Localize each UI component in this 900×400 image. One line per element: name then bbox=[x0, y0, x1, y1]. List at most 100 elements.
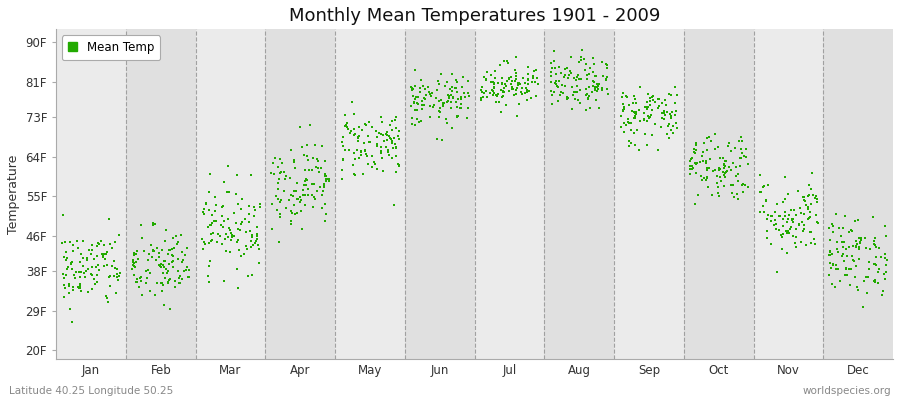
Point bbox=[443, 86, 457, 92]
Point bbox=[286, 193, 301, 199]
Point bbox=[299, 176, 313, 182]
Point bbox=[214, 241, 229, 247]
Point bbox=[592, 104, 607, 111]
Point bbox=[154, 261, 168, 268]
Point bbox=[431, 98, 446, 104]
Point bbox=[358, 122, 373, 128]
Point bbox=[374, 114, 389, 120]
Point bbox=[755, 184, 770, 191]
Point bbox=[823, 260, 837, 266]
Point bbox=[688, 150, 702, 156]
Point bbox=[574, 76, 589, 82]
Point bbox=[799, 242, 814, 248]
Point bbox=[757, 209, 771, 216]
Point bbox=[269, 193, 284, 199]
Point bbox=[284, 220, 299, 227]
Point bbox=[836, 225, 850, 231]
Point bbox=[158, 238, 173, 244]
Point bbox=[717, 162, 732, 168]
Point bbox=[616, 101, 631, 107]
Point bbox=[450, 104, 464, 110]
Point bbox=[387, 134, 401, 141]
Point bbox=[734, 154, 748, 161]
Point bbox=[157, 302, 171, 309]
Point bbox=[572, 59, 586, 65]
Point bbox=[780, 249, 795, 256]
Point bbox=[669, 120, 683, 127]
Point bbox=[786, 216, 800, 222]
Point bbox=[58, 239, 72, 245]
Point bbox=[252, 201, 266, 207]
Point bbox=[599, 62, 614, 68]
Point bbox=[166, 244, 181, 251]
Point bbox=[316, 188, 330, 194]
Point bbox=[507, 92, 521, 98]
Point bbox=[823, 249, 837, 255]
Point bbox=[85, 264, 99, 271]
Point bbox=[431, 114, 446, 120]
Point bbox=[159, 266, 174, 272]
Point bbox=[79, 255, 94, 262]
Point bbox=[804, 229, 818, 236]
Point bbox=[829, 262, 843, 268]
Point bbox=[788, 240, 802, 246]
Point bbox=[544, 72, 558, 79]
Point bbox=[294, 197, 309, 204]
Point bbox=[663, 126, 678, 133]
Point bbox=[515, 85, 529, 92]
Point bbox=[376, 138, 391, 144]
Bar bbox=[126, 29, 195, 359]
Point bbox=[220, 234, 235, 240]
Point bbox=[822, 224, 836, 231]
Point bbox=[293, 124, 308, 130]
Point bbox=[626, 115, 641, 122]
Point bbox=[409, 94, 423, 100]
Point bbox=[107, 273, 122, 280]
Point bbox=[500, 78, 514, 84]
Point bbox=[852, 235, 867, 242]
Point bbox=[505, 84, 519, 90]
Point bbox=[620, 94, 634, 100]
Point bbox=[146, 222, 160, 228]
Point bbox=[196, 211, 211, 218]
Point bbox=[524, 95, 538, 101]
Point bbox=[621, 143, 635, 150]
Point bbox=[795, 238, 809, 245]
Point bbox=[78, 268, 93, 275]
Point bbox=[67, 272, 81, 278]
Point bbox=[651, 146, 665, 153]
Point bbox=[845, 252, 859, 259]
Point bbox=[484, 87, 499, 93]
Point bbox=[302, 122, 317, 128]
Point bbox=[573, 54, 588, 60]
Point bbox=[66, 248, 80, 254]
Point bbox=[377, 137, 392, 144]
Point bbox=[716, 169, 730, 175]
Point bbox=[579, 92, 593, 98]
Point bbox=[809, 196, 824, 202]
Point bbox=[670, 92, 684, 98]
Point bbox=[639, 104, 653, 110]
Point bbox=[270, 164, 284, 170]
Point bbox=[525, 79, 539, 86]
Point bbox=[521, 80, 535, 87]
Point bbox=[698, 139, 712, 146]
Point bbox=[297, 182, 311, 188]
Point bbox=[230, 266, 245, 272]
Point bbox=[441, 92, 455, 98]
Point bbox=[555, 90, 570, 96]
Point bbox=[739, 154, 753, 160]
Point bbox=[90, 272, 104, 278]
Point bbox=[271, 196, 285, 202]
Point bbox=[588, 87, 602, 94]
Point bbox=[217, 179, 231, 186]
Point bbox=[130, 251, 144, 258]
Point bbox=[417, 94, 431, 101]
Point bbox=[155, 288, 169, 294]
Point bbox=[506, 86, 520, 92]
Point bbox=[713, 174, 727, 180]
Point bbox=[238, 216, 253, 222]
Point bbox=[804, 200, 818, 207]
Point bbox=[392, 162, 406, 169]
Point bbox=[600, 86, 615, 92]
